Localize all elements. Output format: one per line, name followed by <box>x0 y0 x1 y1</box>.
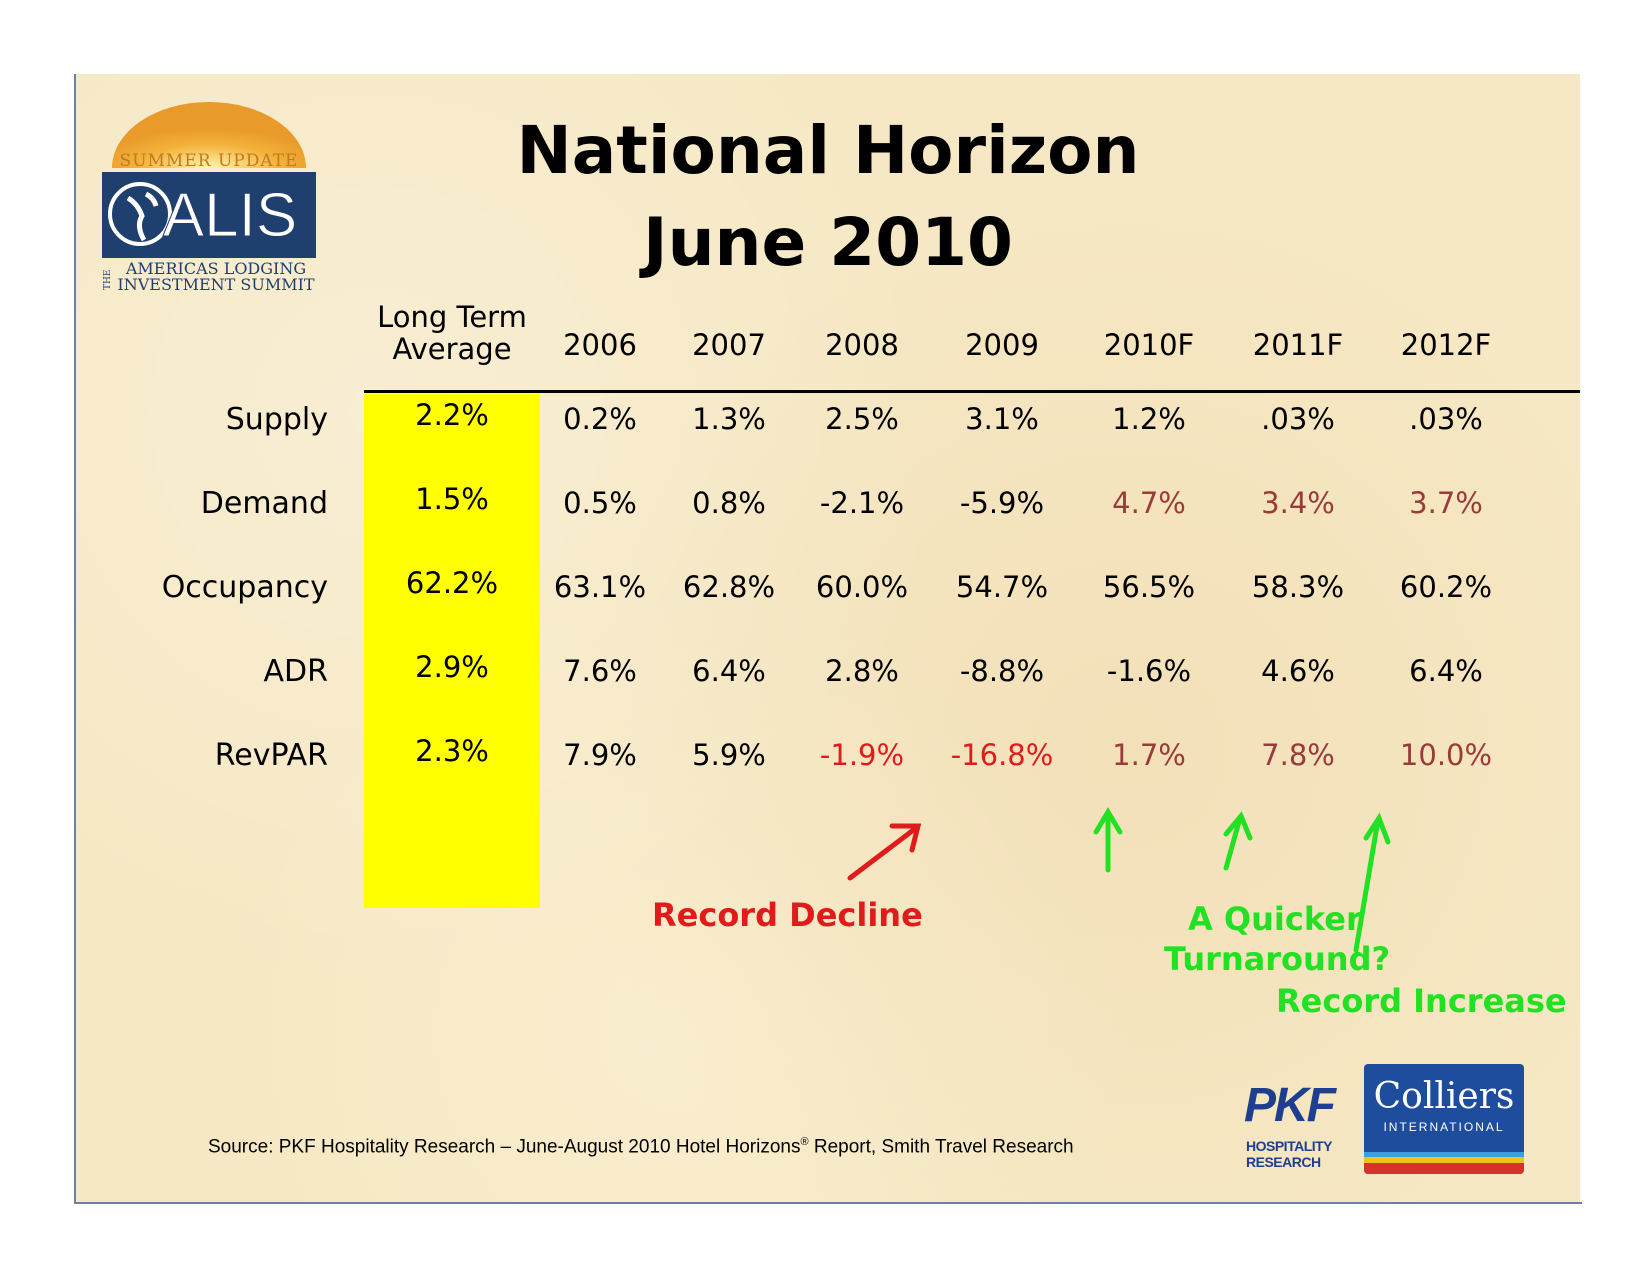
header-year-1: 2006 <box>563 328 637 362</box>
pkf-sub-line1: HOSPITALITY <box>1246 1138 1333 1154</box>
long-term-average-highlight <box>364 394 540 908</box>
header-year-4: 2009 <box>965 328 1039 362</box>
logo-line2: INVESTMENT SUMMIT <box>117 275 315 292</box>
colliers-stripe-red <box>1364 1163 1524 1174</box>
cell-occupancy-7: 60.2% <box>1399 570 1493 604</box>
quicker-arrow-2011 <box>1223 815 1243 871</box>
cell-demand-0: 1.5% <box>415 482 489 516</box>
pkf-logo: PKF HOSPITALITY RESEARCH <box>1244 1078 1344 1170</box>
cell-occupancy-4: 54.7% <box>955 570 1049 604</box>
record-decline-arrow <box>847 825 919 881</box>
header-rule <box>364 390 1580 393</box>
cell-occupancy-2: 62.8% <box>682 570 776 604</box>
cell-supply-7: .03% <box>1409 402 1483 436</box>
cell-revpar-2: 5.9% <box>692 738 766 772</box>
cell-supply-0: 2.2% <box>415 398 489 432</box>
record-increase-label: Record Increase <box>1276 982 1567 1020</box>
row-label-occupancy: Occupancy <box>161 570 328 605</box>
cell-adr-6: 4.6% <box>1261 654 1335 688</box>
cell-supply-6: .03% <box>1261 402 1335 436</box>
source-note: Source: PKF Hospitality Research – June-… <box>208 1136 1074 1158</box>
logo-brand: ALIS <box>163 181 297 250</box>
row-label-revpar: RevPAR <box>214 738 328 773</box>
slide-border-bottom <box>74 1202 1582 1204</box>
cell-revpar-1: 7.9% <box>563 738 637 772</box>
logo-top-text: SUMMER UPDATE <box>120 151 299 171</box>
source-suffix: Report, Smith Travel Research <box>808 1136 1074 1158</box>
cell-occupancy-6: 58.3% <box>1251 570 1345 604</box>
cell-occupancy-5: 56.5% <box>1102 570 1196 604</box>
cell-adr-2: 6.4% <box>692 654 766 688</box>
cell-adr-5: -1.6% <box>1106 654 1192 688</box>
colliers-logo: Colliers INTERNATIONAL <box>1364 1064 1524 1174</box>
cell-adr-7: 6.4% <box>1409 654 1483 688</box>
cell-supply-3: 2.5% <box>825 402 899 436</box>
cell-revpar-5: 1.7% <box>1112 738 1186 772</box>
cell-revpar-3: -1.9% <box>819 738 905 772</box>
cell-adr-0: 2.9% <box>415 650 489 684</box>
cell-adr-1: 7.6% <box>563 654 637 688</box>
pkf-letters: PKF <box>1244 1079 1336 1132</box>
colliers-stripe-blue <box>1364 1152 1524 1157</box>
cell-revpar-7: 10.0% <box>1399 738 1493 772</box>
cell-supply-2: 1.3% <box>692 402 766 436</box>
header-average: Average <box>392 332 512 366</box>
source-prefix: Source: PKF Hospitality Research – June-… <box>208 1136 801 1158</box>
cell-revpar-6: 7.8% <box>1261 738 1335 772</box>
record-increase-arrow <box>1353 817 1381 953</box>
record-decline-label: Record Decline <box>652 896 923 934</box>
cell-supply-1: 0.2% <box>563 402 637 436</box>
annotation-arrows <box>847 807 1391 953</box>
quicker-arrowhead-2011 <box>1223 811 1253 841</box>
alis-logo: SUMMER UPDATE ALIS THE AMERICAS LODGING … <box>102 102 316 292</box>
title-line1: National Horizon <box>516 112 1140 189</box>
cell-demand-2: 0.8% <box>692 486 766 520</box>
colliers-stripe-yellow <box>1364 1157 1524 1163</box>
header-long-term: Long Term <box>377 300 527 334</box>
header-year-6: 2011F <box>1252 328 1344 362</box>
cell-supply-4: 3.1% <box>965 402 1039 436</box>
cell-adr-4: -8.8% <box>959 654 1045 688</box>
colliers-name: Colliers <box>1373 1076 1515 1117</box>
row-label-adr: ADR <box>263 654 328 689</box>
cell-demand-6: 3.4% <box>1261 486 1335 520</box>
colliers-sub: INTERNATIONAL <box>1383 1120 1505 1134</box>
slide-border-left <box>74 74 76 1204</box>
record-decline-arrowhead <box>889 823 922 853</box>
registered-mark: ® <box>800 1136 809 1148</box>
quicker-arrowhead-2010 <box>1093 807 1123 835</box>
cell-supply-5: 1.2% <box>1112 402 1186 436</box>
header-year-5: 2010F <box>1103 328 1195 362</box>
header-year-3: 2008 <box>825 328 899 362</box>
header-year-2: 2007 <box>692 328 766 362</box>
logo-side-text: THE <box>103 270 113 290</box>
cell-revpar-0: 2.3% <box>415 734 489 768</box>
cell-demand-4: -5.9% <box>959 486 1045 520</box>
slide: SUMMER UPDATE ALIS THE AMERICAS LODGING … <box>76 74 1580 1202</box>
cell-occupancy-0: 62.2% <box>405 566 499 600</box>
quicker-turnaround-line1: A Quicker <box>1188 900 1362 938</box>
cell-occupancy-3: 60.0% <box>815 570 909 604</box>
title-line2: June 2010 <box>643 204 1013 281</box>
quicker-turnaround-line2: Turnaround? <box>1164 940 1391 978</box>
pkf-sub-line2: RESEARCH <box>1246 1154 1321 1170</box>
header-year-7: 2012F <box>1400 328 1492 362</box>
cell-demand-7: 3.7% <box>1409 486 1483 520</box>
cell-adr-3: 2.8% <box>825 654 899 688</box>
row-label-supply: Supply <box>225 402 328 437</box>
row-label-demand: Demand <box>200 486 328 521</box>
cell-occupancy-1: 63.1% <box>553 570 647 604</box>
cell-demand-1: 0.5% <box>563 486 637 520</box>
cell-demand-5: 4.7% <box>1112 486 1186 520</box>
logo-line1: AMERICAS LODGING <box>125 259 306 278</box>
record-increase-arrowhead <box>1363 812 1391 845</box>
cell-demand-3: -2.1% <box>819 486 905 520</box>
cell-revpar-4: -16.8% <box>950 738 1054 772</box>
